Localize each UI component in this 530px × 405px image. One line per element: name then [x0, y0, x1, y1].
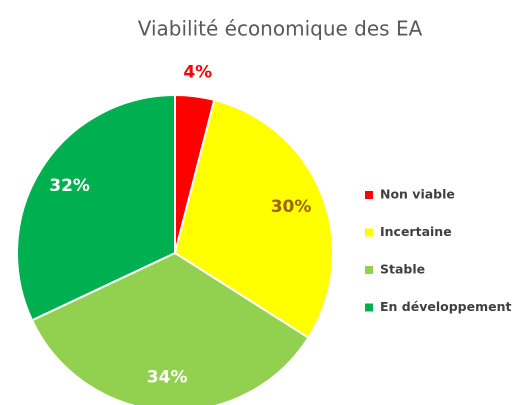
data-label: 4%	[183, 63, 212, 83]
legend-swatch	[365, 303, 373, 312]
pie-slice	[16, 93, 176, 322]
pie-slice	[30, 251, 310, 405]
chart-title: Viabilité économique des EA	[138, 17, 423, 41]
data-label: 32%	[49, 176, 90, 196]
legend-swatch	[365, 191, 373, 199]
pie-slice	[173, 98, 334, 340]
data-label: 30%	[271, 197, 312, 217]
legend-label: Incertaine	[380, 224, 452, 239]
data-label: 34%	[147, 368, 188, 388]
legend-swatch	[365, 228, 373, 237]
legend-label: En développement	[380, 299, 511, 314]
legend-label: Stable	[380, 262, 425, 277]
legend-label: Non viable	[380, 187, 455, 202]
legend-swatch	[365, 266, 373, 274]
